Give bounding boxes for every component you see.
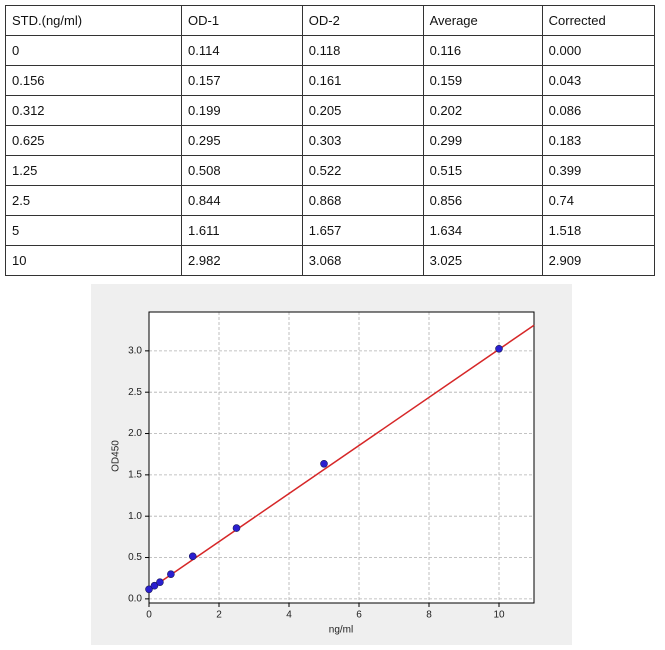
table-cell: 0.205	[301, 95, 424, 126]
table-cell: 0.161	[301, 65, 424, 96]
data-point	[320, 459, 328, 468]
x-tick-label: 10	[493, 610, 505, 621]
table-cell: 1.657	[301, 215, 424, 246]
table-cell: 0.74	[541, 185, 656, 216]
table-row: 0.156 0.157 0.161 0.159 0.043	[4, 65, 656, 96]
table-cell: 0.295	[181, 125, 303, 156]
table-cell: 0.625	[4, 125, 183, 156]
y-tick-label: 2.5	[128, 387, 142, 398]
table-cell: 0	[4, 35, 183, 66]
table-row: 5 1.611 1.657 1.634 1.518	[4, 215, 656, 246]
table-cell: Corrected	[541, 5, 656, 36]
data-point	[232, 524, 241, 532]
data-point	[145, 585, 153, 594]
table-cell: 1.634	[422, 215, 543, 246]
table-cell: 0.303	[301, 125, 424, 156]
data-point	[150, 581, 159, 590]
table-cell: 2.5	[4, 185, 183, 216]
y-tick-label: 0.0	[128, 594, 142, 605]
data-table: STD.(ng/ml) OD-1 OD-2 Average Corrected 0 0.11…	[4, 5, 656, 276]
table-row: 1.25 0.508 0.522 0.515 0.399	[4, 155, 656, 186]
x-axis-label: ng/ml	[329, 625, 353, 636]
table-cell: 0.515	[422, 155, 543, 186]
table-cell: 0.312	[4, 95, 183, 126]
table-cell: 0.508	[181, 155, 303, 186]
x-tick-label: 8	[426, 610, 432, 621]
table-cell: 1.611	[181, 215, 303, 246]
data-point	[167, 570, 175, 578]
table-row: 0 0.114 0.118 0.116 0.000	[4, 35, 656, 66]
table-cell: 3.025	[422, 245, 543, 276]
table-cell: 0.399	[541, 155, 656, 186]
table-cell: 2.909	[541, 245, 656, 276]
table-header: STD.(ng/ml) OD-1 OD-2 Average Corrected	[4, 5, 656, 36]
table-cell: 0.159	[422, 65, 543, 96]
table-cell: 0.118	[301, 35, 424, 66]
data-point	[188, 552, 197, 561]
table-cell: OD-1	[181, 5, 303, 36]
y-tick-label: 1.0	[128, 511, 142, 522]
table-cell: 0.844	[181, 185, 303, 216]
data-point	[156, 578, 164, 586]
plot-frame	[148, 311, 535, 604]
table-cell: 0.183	[541, 125, 656, 156]
fit-line	[148, 324, 535, 591]
y-tick-label: 0.5	[128, 552, 142, 563]
table-cell: 0.299	[422, 125, 543, 156]
table-cell: 10	[4, 245, 183, 276]
table-cell: 0.157	[181, 65, 303, 96]
table-cell: 0.868	[301, 185, 424, 216]
table-cell: 1.25	[4, 155, 183, 186]
table-cell: 0.522	[301, 155, 424, 186]
y-tick-label: 2.0	[128, 428, 142, 439]
y-tick-label: 1.5	[128, 470, 142, 481]
x-tick-label: 6	[356, 610, 362, 621]
table-cell: 0.000	[541, 35, 656, 66]
table-cell: 1.518	[541, 215, 656, 246]
chart: ng/ml OD450 0 2 4 6 8 10 0.0 0.5 1.0 1.5 2.0 2.5 3.0	[91, 284, 572, 645]
table-row: 10 2.982 3.068 3.025 2.909	[4, 245, 656, 276]
x-tick-label: 2	[216, 610, 222, 621]
table-cell: 0.202	[422, 95, 543, 126]
data-point	[495, 344, 503, 353]
table-row: 0.625 0.295 0.303 0.299 0.183	[4, 125, 656, 156]
table-row: 0.312 0.199 0.205 0.202 0.086	[4, 95, 656, 126]
y-tick-label: 3.0	[128, 345, 142, 356]
table-cell: 3.068	[301, 245, 424, 276]
table-cell: 2.982	[181, 245, 303, 276]
table-cell: 0.116	[422, 35, 543, 66]
table-row: 2.5 0.844 0.868 0.856 0.74	[4, 185, 656, 216]
x-tick-label: 0	[146, 610, 152, 621]
table-cell: STD.(ng/ml)	[4, 5, 183, 36]
y-axis-label: OD450	[111, 440, 122, 472]
table-cell: 0.856	[422, 185, 543, 216]
table-cell: 5	[4, 215, 183, 246]
table-cell: Average	[422, 5, 543, 36]
table-cell: 0.086	[541, 95, 656, 126]
x-tick-label: 4	[286, 610, 292, 621]
table-cell: 0.199	[181, 95, 303, 126]
table-cell: OD-2	[301, 5, 424, 36]
table-cell: 0.114	[181, 35, 303, 66]
table-cell: 0.043	[541, 65, 656, 96]
table-cell: 0.156	[4, 65, 183, 96]
